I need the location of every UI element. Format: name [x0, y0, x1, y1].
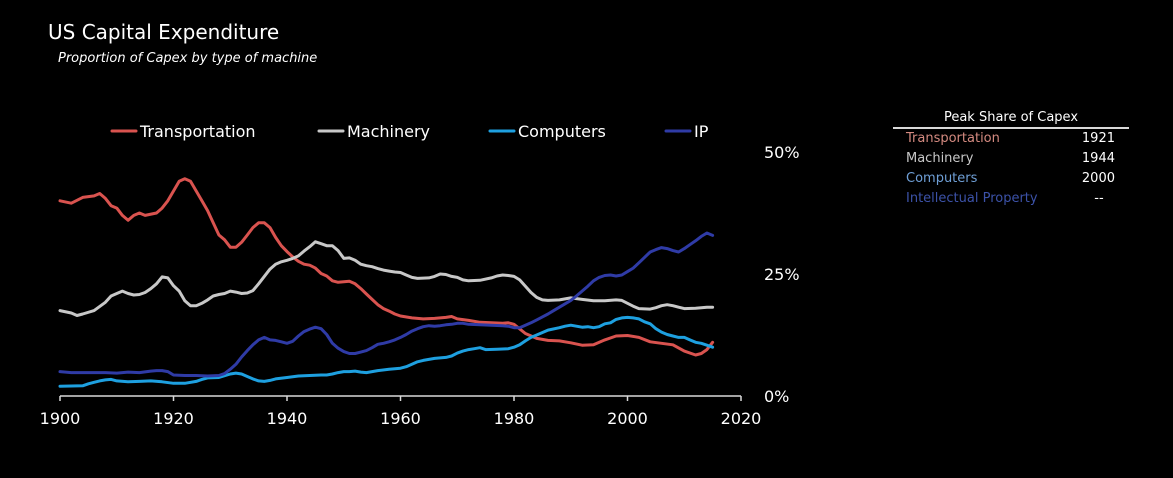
x-tick-label: 1940	[267, 409, 308, 428]
chart-subtitle: Proportion of Capex by type of machine	[58, 51, 318, 66]
series-line-machinery	[58, 240, 715, 317]
peak-row-intellectual-property: Intellectual Property --	[893, 189, 1129, 209]
series-line-ip	[58, 231, 715, 378]
peak-row-year: 2000	[1081, 171, 1115, 186]
x-tick-label: 1980	[494, 409, 535, 428]
peak-table-title: Peak Share of Capex	[893, 110, 1129, 129]
peak-row-machinery: Machinery 1944	[893, 149, 1129, 169]
series-line-transportation	[58, 177, 715, 357]
y-tick-label: 0%	[764, 387, 789, 406]
legend-label-machinery: Machinery	[347, 122, 430, 141]
legend-label-ip: IP	[694, 122, 709, 141]
peak-row-year: 1921	[1081, 131, 1115, 146]
peak-row-label: Transportation	[906, 131, 1000, 146]
peak-row-label: Machinery	[906, 151, 974, 166]
peak-row-computers: Computers 2000	[893, 169, 1129, 189]
peak-row-year: 1944	[1081, 151, 1115, 166]
x-tick-label: 2020	[721, 409, 762, 428]
x-tick-label: 1960	[380, 409, 421, 428]
peak-row-label: Intellectual Property	[906, 191, 1038, 206]
peak-share-table: Peak Share of Capex Transportation 1921 …	[893, 110, 1129, 209]
chart-title: US Capital Expenditure	[48, 20, 280, 44]
legend-label-transportation: Transportation	[139, 122, 256, 141]
x-tick-label: 1900	[40, 409, 81, 428]
y-tick-label: 25%	[764, 265, 800, 284]
series-line-computers	[58, 315, 715, 388]
x-tick-label: 1920	[153, 409, 194, 428]
peak-row-label: Computers	[906, 171, 978, 186]
y-tick-label: 50%	[764, 143, 800, 162]
x-tick-label: 2000	[607, 409, 648, 428]
peak-row-transportation: Transportation 1921	[893, 129, 1129, 149]
peak-row-year: --	[1094, 191, 1104, 206]
legend-label-computers: Computers	[518, 122, 606, 141]
